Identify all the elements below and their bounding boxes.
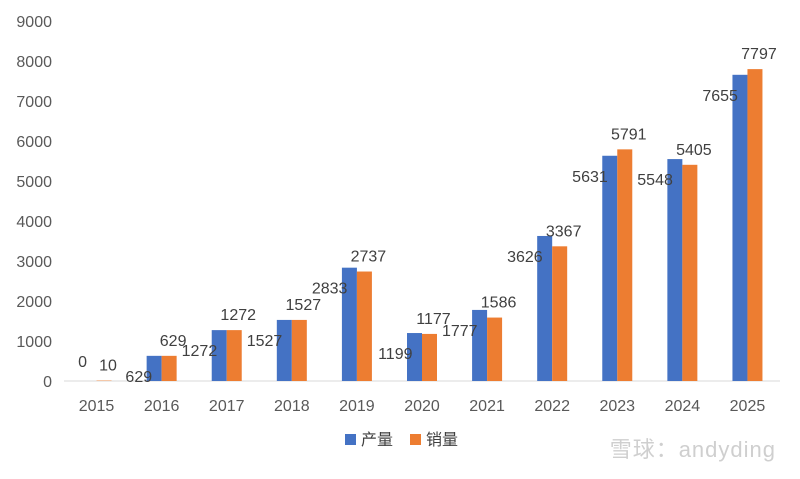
x-tick-label: 2022 — [534, 398, 570, 415]
bar — [422, 334, 437, 381]
bar — [667, 159, 682, 381]
data-label: 2737 — [351, 249, 387, 266]
data-label: 7797 — [741, 46, 777, 63]
y-tick-label: 0 — [43, 374, 52, 391]
x-tick-label: 2017 — [209, 398, 245, 415]
data-label: 1527 — [286, 297, 322, 314]
y-tick-label: 1000 — [16, 334, 52, 351]
x-tick-label: 2024 — [665, 398, 701, 415]
x-tick-label: 2015 — [79, 398, 115, 415]
data-label: 10 — [99, 358, 117, 375]
y-tick-label: 4000 — [16, 214, 52, 231]
x-tick-label: 2018 — [274, 398, 310, 415]
bar — [682, 165, 697, 381]
data-label: 3367 — [546, 223, 582, 240]
bar — [162, 356, 177, 381]
data-label: 1777 — [442, 323, 478, 340]
bar — [602, 156, 617, 381]
bar — [227, 330, 242, 381]
y-tick-label: 2000 — [16, 294, 52, 311]
x-tick-label: 2016 — [144, 398, 180, 415]
data-label: 0 — [78, 354, 87, 371]
x-tick-label: 2019 — [339, 398, 375, 415]
data-label: 5548 — [637, 172, 673, 189]
data-label: 2833 — [312, 281, 348, 298]
x-tick-label: 2025 — [730, 398, 766, 415]
legend-label: 产量 — [361, 431, 393, 449]
bar — [617, 149, 632, 381]
legend-label: 销量 — [426, 431, 458, 449]
legend-swatch — [345, 434, 356, 445]
y-tick-label: 6000 — [16, 134, 52, 151]
bar — [357, 272, 372, 381]
data-label: 5791 — [611, 126, 647, 143]
data-label: 1586 — [481, 295, 517, 312]
bar — [732, 75, 747, 381]
x-tick-label: 2021 — [469, 398, 505, 415]
y-tick-label: 8000 — [16, 54, 52, 71]
data-label: 1272 — [182, 343, 218, 360]
bar — [487, 318, 502, 381]
data-label: 629 — [125, 369, 152, 386]
data-label: 1199 — [378, 346, 413, 363]
data-label: 5405 — [676, 142, 712, 159]
bar — [277, 320, 292, 381]
bar — [472, 310, 487, 381]
bar — [552, 246, 567, 381]
bar — [292, 320, 307, 381]
x-tick-label: 2020 — [404, 398, 440, 415]
x-tick-label: 2023 — [599, 398, 635, 415]
data-label: 7655 — [702, 88, 738, 105]
legend-swatch — [410, 434, 421, 445]
data-label: 1527 — [247, 333, 283, 350]
y-tick-label: 9000 — [16, 14, 52, 31]
data-label: 5631 — [572, 169, 608, 186]
data-label: 3626 — [507, 249, 543, 266]
data-label: 1272 — [220, 307, 256, 324]
y-tick-label: 3000 — [16, 254, 52, 271]
bar — [747, 69, 762, 381]
watermark: 雪球：andyding — [610, 432, 776, 464]
y-tick-label: 5000 — [16, 174, 52, 191]
y-tick-label: 7000 — [16, 94, 52, 111]
